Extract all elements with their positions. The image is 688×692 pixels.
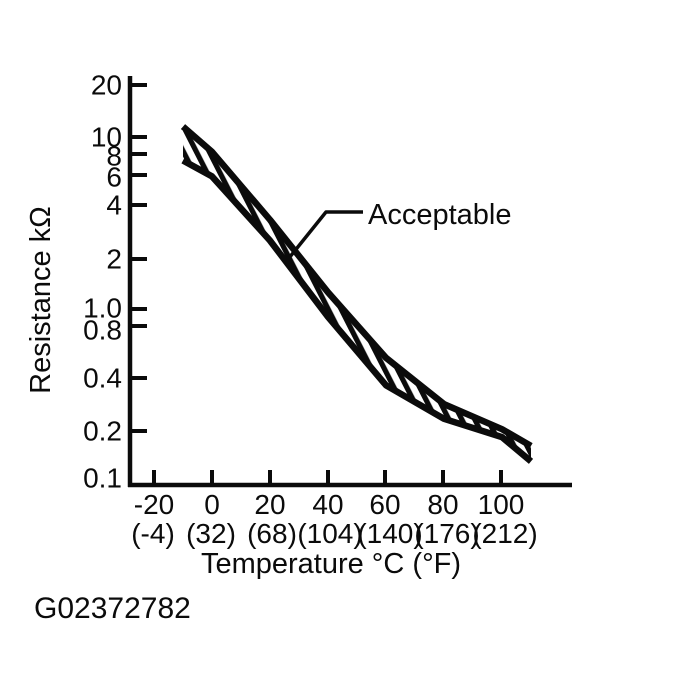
x-tick-labels-celsius: -20 0 20 40 60 80 100 [134,489,525,520]
x-tick-c-100: 100 [478,489,525,520]
x-tick-f-176: (176) [414,518,479,549]
y-tick-label-2: 2 [106,244,122,275]
y-tick-label-0-1: 0.1 [83,463,122,494]
y-tick-label-1-0: 1.0 [83,293,122,324]
y-tick-label-0-2: 0.2 [83,416,122,447]
x-tick-c-60: 60 [369,489,400,520]
x-tick-f-104: (104) [297,518,362,549]
x-axis-title: Temperature °C (°F) [201,548,461,580]
y-tick-marks [132,83,147,433]
x-tick-c-80: 80 [427,489,458,520]
x-tick-c-40: 40 [312,489,343,520]
acceptable-label: Acceptable [368,199,512,231]
x-tick-f-32: (32) [186,518,236,549]
y-tick-label-20: 20 [91,70,122,101]
x-tick-c-20: 20 [254,489,285,520]
y-tick-label-4: 4 [106,190,122,221]
y-axis-title: Resistance kΩ [25,206,57,394]
y-tick-label-6: 6 [106,162,122,193]
x-tick-c-0: 0 [204,489,220,520]
x-tick-labels-fahrenheit: (-4) (32) (68) (104) (140) (176) (212) [131,518,537,549]
x-tick-c-minus20: -20 [134,489,174,520]
y-tick-label-0-8: 0.8 [83,315,122,346]
x-tick-f-140: (140) [357,518,422,549]
upper-limit-curve [180,124,533,449]
y-tick-labels: 20 10 8 6 4 2 1.0 0.8 0.4 0.2 0.1 [83,70,122,494]
x-tick-marks [152,470,503,484]
y-tick-label-8: 8 [106,141,122,172]
figure-code: G02372782 [34,592,191,625]
x-tick-f-minus4: (-4) [131,518,175,549]
acceptable-leader-line [283,210,363,265]
y-tick-label-0-4: 0.4 [83,363,122,394]
y-tick-label-10: 10 [91,122,122,153]
lower-limit-curve [181,157,534,464]
x-tick-f-68: (68) [247,518,297,549]
x-tick-f-212: (212) [472,518,537,549]
